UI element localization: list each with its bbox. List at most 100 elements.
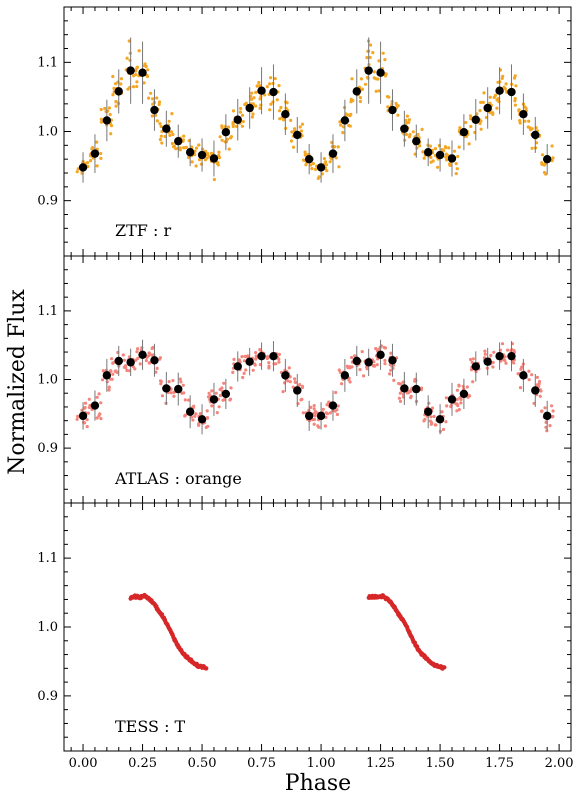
binned-point [185, 148, 195, 157]
raw-point [179, 380, 183, 384]
raw-point [252, 96, 256, 100]
panel-3: 0.00 0.25 0.50 0.75 1.00 1.25 1.50 1.75 2.00 0.9 1… [37, 502, 574, 771]
raw-point [281, 118, 286, 122]
raw-point [205, 409, 209, 413]
x-tick-label: 1.50 [426, 756, 455, 771]
raw-point [386, 105, 390, 109]
raw-point [483, 352, 487, 356]
raw-point [107, 385, 111, 389]
raw-point [107, 388, 111, 392]
raw-point [324, 163, 329, 167]
raw-point [335, 408, 339, 412]
raw-point [197, 158, 202, 162]
raw-point [99, 401, 103, 405]
raw-point [279, 105, 283, 110]
raw-point [470, 360, 474, 364]
raw-point [108, 112, 112, 117]
raw-point [86, 161, 90, 165]
raw-point [538, 394, 542, 398]
raw-point [155, 366, 159, 370]
raw-point [325, 412, 329, 416]
raw-point [288, 380, 292, 384]
raw-point [99, 117, 103, 121]
raw-point [201, 147, 205, 151]
raw-point [372, 70, 376, 74]
binned-point [471, 115, 480, 124]
raw-point [377, 59, 381, 63]
binned-point [114, 87, 123, 96]
raw-point [314, 411, 318, 415]
raw-point [448, 163, 452, 167]
raw-point [157, 100, 162, 104]
binned-point [185, 407, 195, 416]
binned-point [197, 150, 207, 160]
raw-point [457, 145, 461, 149]
raw-point [135, 84, 139, 89]
raw-point [407, 120, 411, 125]
raw-point [275, 98, 279, 102]
raw-point [514, 84, 518, 88]
raw-point [469, 124, 473, 129]
raw-point [415, 146, 419, 150]
binned-point [281, 371, 290, 380]
raw-point [241, 120, 245, 124]
raw-point [114, 82, 118, 86]
raw-point [109, 132, 113, 136]
raw-point [134, 69, 138, 73]
raw-point [157, 102, 161, 107]
raw-point [313, 414, 317, 418]
raw-point [371, 364, 375, 368]
raw-points [75, 39, 555, 182]
raw-point [530, 146, 534, 150]
raw-point [397, 381, 401, 386]
raw-point [341, 125, 346, 129]
raw-point [482, 91, 486, 95]
binned-point [376, 68, 385, 77]
raw-point [422, 156, 426, 160]
raw-point [341, 131, 345, 135]
raw-point [83, 401, 88, 405]
binned-point [78, 411, 88, 421]
raw-point [353, 354, 357, 358]
raw-point [550, 144, 554, 148]
raw-point [455, 388, 459, 392]
binned-point [150, 105, 159, 115]
raw-point [368, 43, 373, 47]
raw-point [152, 353, 156, 357]
tess-point [204, 666, 209, 671]
raw-point [503, 87, 507, 91]
binned-point [495, 86, 504, 95]
raw-point [114, 104, 118, 108]
raw-point [242, 371, 246, 375]
binned-point [423, 148, 433, 157]
raw-point [135, 350, 139, 354]
y-tick-label: 1.0 [37, 620, 58, 635]
raw-point [513, 99, 517, 103]
raw-point [147, 361, 151, 365]
raw-point [455, 409, 459, 413]
raw-point [158, 137, 162, 142]
raw-point [172, 394, 176, 398]
raw-point [87, 405, 91, 410]
x-tick-label: 0.25 [128, 756, 157, 771]
raw-point [254, 354, 258, 358]
raw-point [278, 117, 282, 121]
raw-point [95, 164, 99, 168]
raw-point [309, 163, 313, 167]
raw-point [137, 49, 141, 53]
raw-point [321, 407, 325, 411]
raw-point [240, 113, 245, 117]
raw-point [300, 397, 304, 401]
raw-point [444, 420, 448, 424]
y-tick-label: 1.1 [37, 304, 58, 319]
raw-point [219, 393, 223, 398]
binned-point [90, 149, 100, 158]
raw-point [325, 403, 329, 407]
raw-point [445, 158, 449, 162]
raw-point [512, 76, 517, 80]
raw-point [527, 119, 531, 123]
x-tick-label: 1.00 [307, 756, 336, 771]
raw-point [135, 80, 139, 84]
raw-point [183, 398, 187, 402]
raw-point [520, 365, 524, 369]
